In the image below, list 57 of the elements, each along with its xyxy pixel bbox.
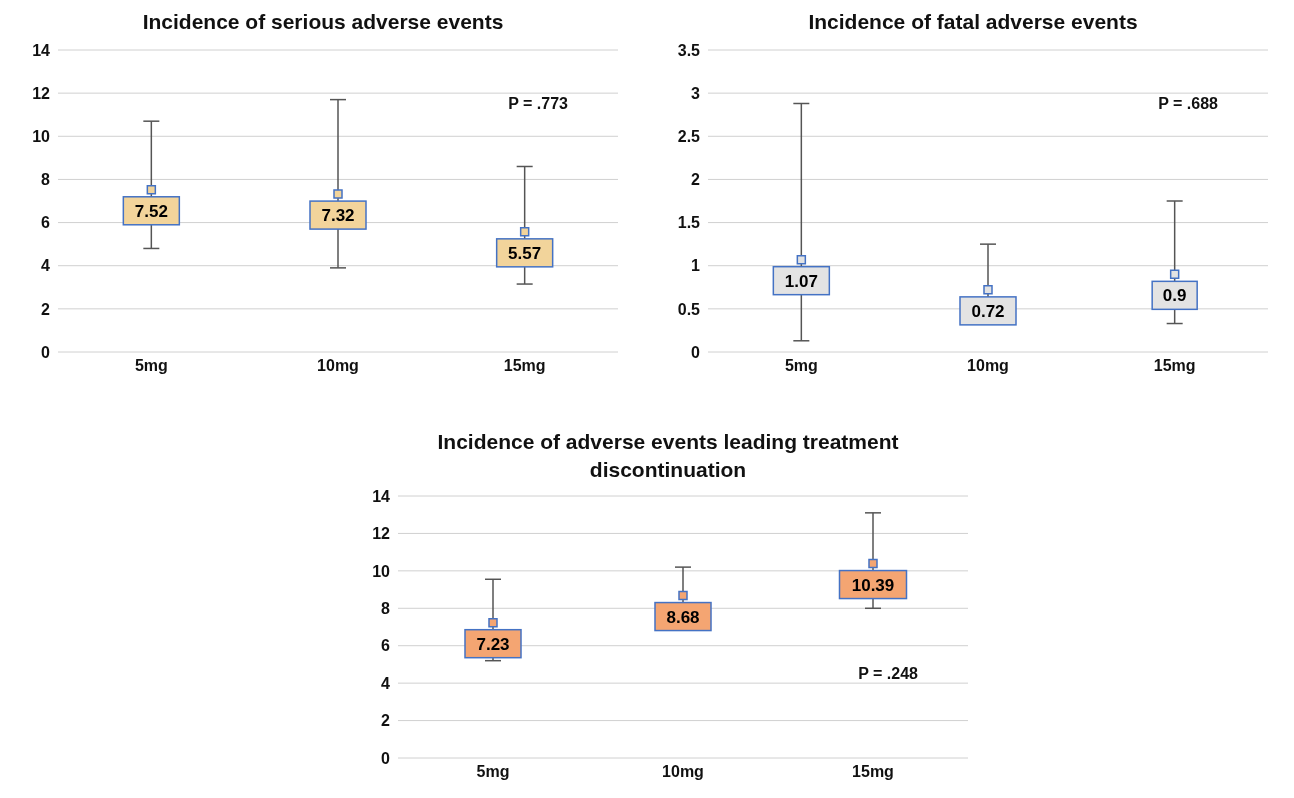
data-label: 0.72: [971, 301, 1005, 321]
data-label: 1.07: [784, 271, 818, 291]
data-label: 7.52: [134, 201, 168, 221]
y-tick-label: 1: [691, 257, 701, 275]
point: [868, 558, 878, 569]
point: [678, 590, 688, 601]
y-tick-label: 12: [32, 84, 51, 102]
y-tick-label: 2.5: [677, 127, 701, 145]
data-label: 8.68: [666, 607, 700, 627]
y-tick-label: 8: [41, 171, 51, 189]
chart-title: Incidence of serious adverse events: [141, 9, 505, 35]
x-tick-label: 15mg: [852, 763, 894, 781]
data-label: 7.32: [321, 206, 355, 226]
x-tick-label: 5mg: [476, 763, 510, 781]
x-tick-label: 10mg: [662, 763, 704, 781]
annotation: P = .688: [1158, 94, 1218, 113]
y-tick-label: 0: [691, 343, 701, 361]
y-tick-label: 10: [32, 127, 51, 145]
x-tick-label: 10mg: [967, 357, 1009, 375]
y-tick-label: 3.5: [677, 41, 701, 59]
y-tick-label: 12: [372, 525, 391, 543]
point: [146, 185, 157, 195]
x-tick-label: 15mg: [1153, 357, 1196, 375]
y-tick-label: 2: [691, 171, 701, 189]
y-tick-label: 2: [381, 712, 391, 730]
y-tick-label: 0: [41, 343, 51, 361]
y-tick-label: 8: [381, 599, 391, 617]
y-tick-label: 10: [372, 562, 391, 580]
annotation: P = .773: [508, 94, 568, 113]
point: [1169, 269, 1180, 280]
y-tick-label: 14: [372, 487, 391, 505]
data-label: 10.39: [851, 575, 895, 595]
point: [333, 189, 343, 199]
point: [488, 617, 498, 628]
point: [519, 227, 530, 237]
y-tick-label: 4: [381, 674, 391, 692]
y-tick-label: 3: [691, 84, 701, 102]
data-label: 0.9: [1162, 286, 1187, 306]
y-tick-label: 1.5: [677, 214, 701, 232]
x-tick-label: 5mg: [784, 357, 818, 375]
y-tick-label: 0: [381, 749, 391, 767]
y-tick-label: 6: [381, 637, 391, 655]
y-tick-label: 2: [41, 300, 51, 318]
x-tick-label: 15mg: [503, 357, 546, 375]
chart-title: Incidence of adverse events leading treatment discontinuation: [436, 429, 900, 483]
point: [796, 254, 807, 265]
data-label: 7.23: [476, 634, 510, 654]
x-tick-label: 5mg: [134, 357, 168, 375]
point: [983, 285, 993, 295]
y-tick-label: 14: [32, 41, 51, 59]
y-tick-label: 6: [41, 214, 51, 232]
x-tick-label: 10mg: [317, 357, 359, 375]
data-label: 5.57: [508, 243, 542, 263]
y-tick-label: 0.5: [677, 300, 701, 318]
y-tick-label: 4: [41, 257, 51, 275]
chart-title: Incidence of fatal adverse events: [807, 9, 1139, 35]
annotation: P = .248: [858, 664, 918, 683]
